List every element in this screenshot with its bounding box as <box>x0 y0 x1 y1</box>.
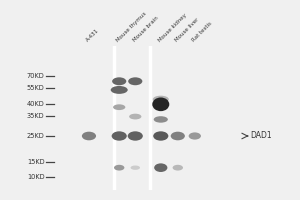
Ellipse shape <box>154 163 167 172</box>
Ellipse shape <box>171 132 185 140</box>
Ellipse shape <box>128 131 143 141</box>
Ellipse shape <box>112 77 126 85</box>
Ellipse shape <box>129 114 141 119</box>
Text: 40KD: 40KD <box>27 101 44 107</box>
Ellipse shape <box>82 132 96 140</box>
Text: Mouse thymus: Mouse thymus <box>116 11 148 43</box>
Text: Mouse liver: Mouse liver <box>174 17 200 43</box>
Text: Rat testis: Rat testis <box>191 21 213 43</box>
Text: Mouse kidney: Mouse kidney <box>157 13 188 43</box>
Ellipse shape <box>112 131 127 141</box>
Ellipse shape <box>130 166 140 170</box>
Ellipse shape <box>114 165 124 171</box>
Text: Mouse brain: Mouse brain <box>132 16 159 43</box>
Text: 25KD: 25KD <box>27 133 44 139</box>
Ellipse shape <box>154 116 168 123</box>
Ellipse shape <box>152 97 169 111</box>
Text: 10KD: 10KD <box>27 174 44 180</box>
Ellipse shape <box>189 132 201 140</box>
Text: 70KD: 70KD <box>27 73 44 79</box>
Ellipse shape <box>128 77 142 85</box>
Text: DAD1: DAD1 <box>250 132 272 140</box>
Ellipse shape <box>172 165 183 171</box>
Ellipse shape <box>111 86 128 94</box>
Ellipse shape <box>153 131 168 141</box>
Text: 55KD: 55KD <box>27 85 44 91</box>
Text: A-431: A-431 <box>85 28 100 43</box>
Ellipse shape <box>153 96 169 103</box>
Ellipse shape <box>113 104 125 110</box>
Text: 15KD: 15KD <box>27 159 44 165</box>
Text: 35KD: 35KD <box>27 113 44 119</box>
